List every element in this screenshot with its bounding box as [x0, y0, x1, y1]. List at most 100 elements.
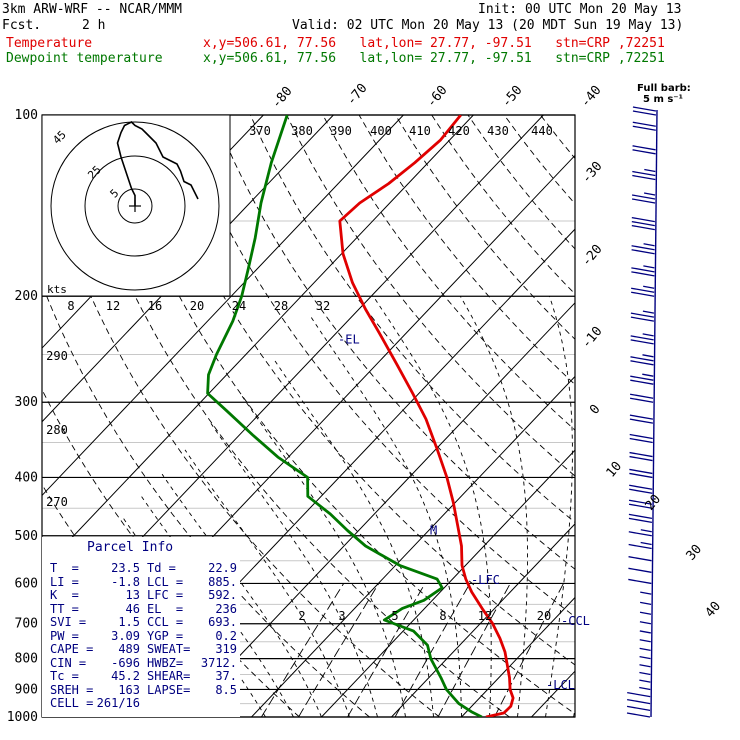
theta-label: 410	[409, 124, 431, 138]
isotherm-label: -30	[579, 159, 606, 187]
parcel-info-key: YGP =	[147, 628, 184, 643]
parcel-info-key: CELL =	[50, 696, 94, 710]
mixing-ratio-line	[394, 583, 471, 717]
pressure-label: 1000	[7, 710, 38, 725]
theta-label: 390	[330, 124, 352, 138]
parcel-info-value: 319	[215, 642, 237, 656]
isotherm-label: 0	[587, 402, 604, 418]
wind-barb-icon	[629, 451, 653, 462]
wind-barb-icon	[639, 647, 651, 651]
isotherm-label: -20	[579, 242, 606, 270]
temperature-legend: Temperature	[6, 36, 93, 51]
wind-barb-icon	[639, 621, 652, 625]
dry-adiabat	[649, 115, 740, 717]
parcel-info-row: PW = 3.09 YGP = 0.2	[50, 628, 240, 643]
wind-barb-icon	[631, 265, 655, 277]
mixing-ratio-label: 3	[338, 609, 345, 623]
forecast-hour: 2 h	[82, 18, 106, 33]
isotherm-line	[42, 115, 474, 570]
parcel-info-value: 693.	[208, 615, 237, 629]
hodograph-trace	[116, 121, 199, 206]
dry-adiabat	[42, 153, 440, 717]
parcel-info-value: -696	[111, 655, 140, 670]
barb-legend-value: 5 m s⁻¹	[643, 94, 683, 105]
isotherm-label: 40	[703, 599, 725, 621]
pressure-label: 200	[15, 289, 38, 304]
wind-barb-icon	[632, 168, 656, 181]
model-title: 3km ARW-WRF -- NCAR/MMM	[2, 2, 183, 17]
wind-barb-icon	[639, 686, 651, 691]
wind-barb-icon	[639, 639, 651, 643]
pressure-label: 500	[15, 529, 38, 544]
wind-barb-icon	[628, 556, 652, 562]
temperature-station-info: x,y=506.61, 77.56 lat,lon= 27.77, -97.51…	[203, 36, 665, 51]
dry-adiabat	[322, 115, 575, 431]
wind-barb-icon	[632, 106, 657, 116]
forecast-label: Fcst.	[2, 18, 42, 33]
isotherm-label: 10	[604, 459, 626, 481]
dry-adiabat	[503, 115, 575, 205]
wind-barb-icon	[631, 216, 655, 231]
isotherm-line	[602, 115, 740, 717]
isotherm-line	[461, 596, 575, 717]
pressure-label: 400	[15, 470, 38, 485]
parcel-info-key: LAPSE=	[147, 682, 191, 697]
wind-barb-icon	[628, 513, 653, 524]
wind-barb-icon	[639, 601, 652, 606]
wind-barb-icon	[627, 698, 651, 705]
moist-adiabat	[573, 706, 575, 717]
wind-barb-icon	[628, 499, 653, 509]
parcel-info-value: 261/16	[96, 696, 140, 710]
parcel-info-key: PW =	[50, 628, 79, 643]
dry-adiabat	[722, 115, 740, 717]
isotherm-label: -50	[499, 83, 526, 111]
parcel-info-key: LI =	[50, 574, 79, 589]
isotherm-line	[251, 375, 575, 717]
wind-barb-icon	[631, 243, 655, 255]
wind-barb-icon	[639, 679, 651, 683]
parcel-info-value: 37.	[215, 669, 237, 683]
wind-barb-icon	[632, 121, 656, 131]
dry-adiabat	[286, 115, 575, 477]
dewpoint-legend: Dewpoint temperature	[6, 51, 163, 66]
moist-adiabat	[545, 296, 573, 717]
pressure-label: 600	[15, 576, 38, 591]
isotherm-label: -40	[578, 83, 605, 111]
plot-frame	[41, 114, 576, 718]
level-annotation: -EL	[338, 332, 360, 346]
isotherm-line	[321, 449, 575, 717]
hodograph-speed-tick: 28	[274, 299, 288, 313]
parcel-info-value: 22.9	[208, 561, 237, 575]
moist-adiabat	[309, 314, 462, 717]
wind-barb-icon	[629, 414, 654, 424]
isotherm-label: -10	[579, 324, 606, 352]
dry-adiabat	[177, 115, 575, 618]
wind-barb-icon	[639, 664, 651, 668]
init-time: Init: 00 UTC Mon 20 May 13	[478, 2, 682, 17]
dry-adiabat	[467, 115, 575, 250]
parcel-info-value: 23.5	[111, 561, 140, 575]
mixing-ratio-line	[298, 583, 380, 717]
mixing-ratio-label: 12	[478, 609, 492, 623]
wind-barb-icon	[627, 691, 651, 698]
parcel-info-row: CAPE = 489 SWEAT= 319	[50, 643, 240, 656]
parcel-info-row: K = 13 LFC = 592.	[50, 589, 240, 602]
parcel-info-value: 885.	[208, 574, 237, 589]
parcel-info-row: CIN = -696 HWBZ= 3712.	[50, 655, 240, 670]
wind-barb-icon	[639, 656, 651, 660]
barb-legend-title: Full barb:	[637, 83, 691, 94]
theta-label: 280	[46, 423, 68, 437]
wind-barb-icon	[628, 567, 652, 573]
wind-barb-icon	[632, 145, 656, 155]
wind-barb-icon	[631, 192, 656, 204]
dry-adiabat	[577, 115, 740, 717]
hodograph-speed-tick: 20	[190, 299, 204, 313]
isotherm-label: 20	[643, 492, 665, 514]
hodograph-speed-tick: 12	[106, 299, 120, 313]
moist-adiabat	[459, 295, 528, 717]
theta-label: 430	[487, 124, 509, 138]
mixing-ratio-line	[347, 583, 426, 717]
wind-barb-icon	[639, 630, 651, 634]
parcel-info-value: 0.2	[215, 628, 237, 643]
